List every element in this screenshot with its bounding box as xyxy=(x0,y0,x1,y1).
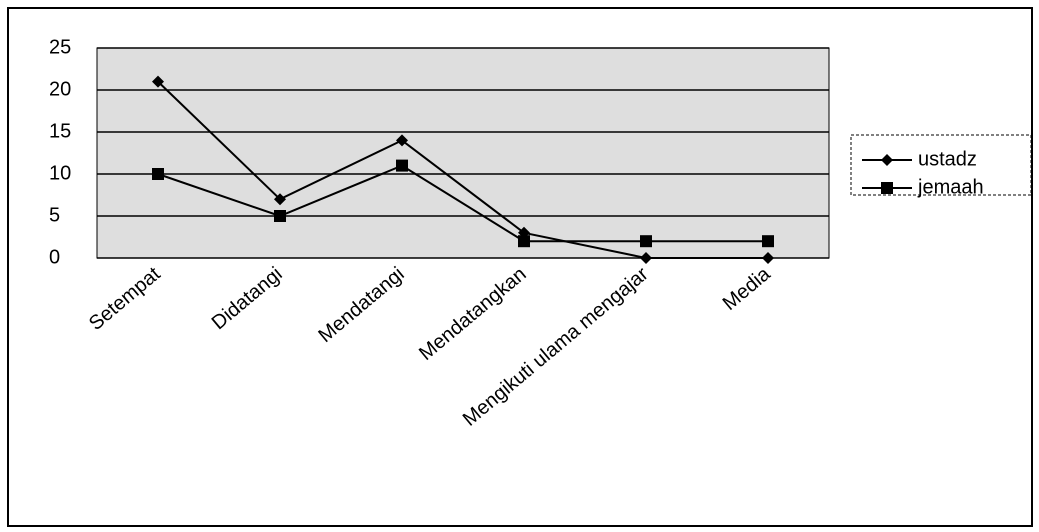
legend-marker xyxy=(881,182,893,194)
y-tick-label: 5 xyxy=(49,204,60,226)
y-tick-label: 15 xyxy=(49,120,71,142)
data-point xyxy=(152,168,164,180)
y-tick-label: 25 xyxy=(49,36,71,58)
y-tick-label: 0 xyxy=(49,246,60,268)
data-point xyxy=(640,235,652,247)
data-point xyxy=(762,235,774,247)
plot-area xyxy=(97,48,829,258)
data-point xyxy=(518,235,530,247)
data-point xyxy=(274,210,286,222)
y-tick-label: 10 xyxy=(49,162,71,184)
data-point xyxy=(396,160,408,172)
chart: 0510152025SetempatDidatangiMendatangiMen… xyxy=(0,0,1039,532)
y-tick-label: 20 xyxy=(49,78,71,100)
legend-label: jemaah xyxy=(917,176,984,198)
legend-label: ustadz xyxy=(918,148,977,170)
